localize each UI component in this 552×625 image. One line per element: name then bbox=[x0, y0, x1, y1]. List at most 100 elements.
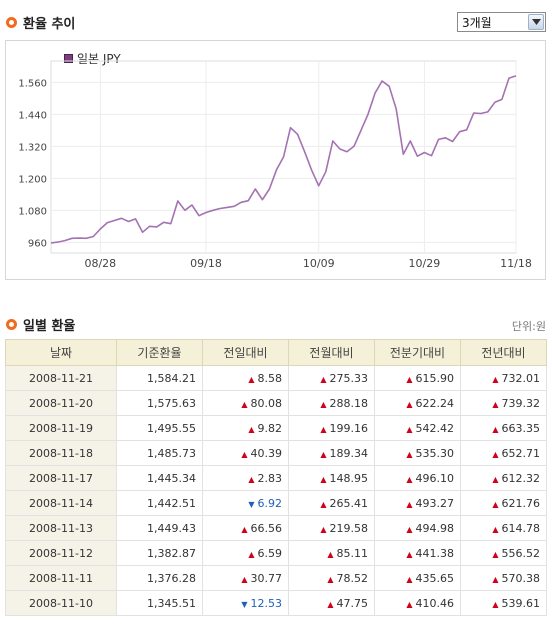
y-tick-label: 1.080 bbox=[18, 206, 47, 217]
year-change-cell: 652.71 bbox=[460, 440, 547, 466]
base-rate-cell: 1,442.51 bbox=[116, 490, 203, 516]
x-tick-label: 09/18 bbox=[190, 257, 222, 270]
month-change-cell: 288.18 bbox=[288, 390, 375, 416]
exchange-trend-title: 환율 추이 bbox=[23, 16, 76, 32]
daily-rate-header: 일별 환율 bbox=[6, 314, 75, 334]
series-line-jpy bbox=[50, 75, 517, 244]
y-tick-label: 1.440 bbox=[18, 110, 47, 121]
quarter-change-cell: 615.90 bbox=[374, 365, 461, 391]
quarter-change-cell: 535.30 bbox=[374, 440, 461, 466]
triangle-up-icon: 288.18 bbox=[320, 397, 368, 410]
date-cell: 2008-11-10 bbox=[5, 590, 117, 616]
triangle-up-icon: 732.01 bbox=[492, 372, 540, 385]
day-change-cell: 80.08 bbox=[202, 390, 289, 416]
day-change-cell: 30.77 bbox=[202, 565, 289, 591]
date-cell: 2008-11-20 bbox=[5, 390, 117, 416]
period-select[interactable]: 3개월 bbox=[457, 12, 546, 32]
column-header: 날짜 bbox=[5, 339, 117, 366]
triangle-up-icon: 47.75 bbox=[327, 597, 368, 610]
x-tick-label: 08/28 bbox=[84, 257, 116, 270]
triangle-up-icon: 494.98 bbox=[406, 522, 454, 535]
table-row: 2008-11-181,485.73 40.39 189.34 535.30 652.7… bbox=[5, 440, 547, 466]
y-tick-label: 1.560 bbox=[18, 78, 47, 89]
triangle-up-icon: 652.71 bbox=[492, 447, 540, 460]
day-change-cell: 40.39 bbox=[202, 440, 289, 466]
month-change-cell: 85.11 bbox=[288, 540, 375, 566]
triangle-up-icon: 6.59 bbox=[248, 547, 282, 560]
triangle-up-icon: 535.30 bbox=[406, 447, 454, 460]
table-row: 2008-11-131,449.43 66.56 219.58 494.98 614.7… bbox=[5, 515, 547, 541]
exchange-trend-chart: 일본 JPY 08/28 09/18 10/09 10/29 11/18 960 1.080… bbox=[5, 40, 546, 280]
daily-rate-table: 날짜 기준환율 전일대비 전월대비 전분기대비 전년대비 2008-11-21 1,584.… bbox=[5, 339, 547, 616]
orange-circle-bullet-icon bbox=[6, 318, 17, 330]
day-change-cell: 6.92 bbox=[202, 490, 289, 516]
triangle-up-icon: 30.77 bbox=[241, 572, 282, 585]
quarter-change-cell: 441.38 bbox=[374, 540, 461, 566]
quarter-change-cell: 494.98 bbox=[374, 515, 461, 541]
base-rate-cell: 1,584.21 bbox=[116, 365, 203, 391]
quarter-change-cell: 410.46 bbox=[374, 590, 461, 616]
table-row: 2008-11-211,584.21 8.58 275.33 615.90 732.01 bbox=[5, 365, 547, 391]
day-change-cell: 6.59 bbox=[202, 540, 289, 566]
triangle-up-icon: 663.35 bbox=[492, 422, 540, 435]
base-rate-cell: 1,495.55 bbox=[116, 415, 203, 441]
table-row: 2008-11-201,575.63 80.08 288.18 622.24 739.3… bbox=[5, 390, 547, 416]
triangle-up-icon: 2.83 bbox=[248, 472, 282, 485]
triangle-up-icon: 493.27 bbox=[406, 497, 454, 510]
triangle-up-icon: 621.76 bbox=[492, 497, 540, 510]
triangle-up-icon: 542.42 bbox=[406, 422, 454, 435]
legend-label: 일본 JPY bbox=[77, 52, 121, 66]
daily-rate-title: 일별 환율 bbox=[23, 318, 76, 334]
y-tick-label: 1.320 bbox=[18, 142, 47, 153]
date-cell: 2008-11-18 bbox=[5, 440, 117, 466]
triangle-up-icon: 622.24 bbox=[406, 397, 454, 410]
base-rate-cell: 1,345.51 bbox=[116, 590, 203, 616]
triangle-up-icon: 85.11 bbox=[327, 547, 368, 560]
column-header: 전분기대비 bbox=[374, 339, 461, 366]
triangle-up-icon: 615.90 bbox=[406, 372, 454, 385]
column-header: 전월대비 bbox=[288, 339, 375, 366]
base-rate-cell: 1,382.87 bbox=[116, 540, 203, 566]
triangle-up-icon: 80.08 bbox=[241, 397, 282, 410]
period-select-value: 3개월 bbox=[462, 15, 492, 30]
month-change-cell: 78.52 bbox=[288, 565, 375, 591]
month-change-cell: 265.41 bbox=[288, 490, 375, 516]
date-cell: 2008-11-19 bbox=[5, 415, 117, 441]
date-cell: 2008-11-14 bbox=[5, 490, 117, 516]
date-cell: 2008-11-21 bbox=[5, 365, 117, 391]
quarter-change-cell: 622.24 bbox=[374, 390, 461, 416]
quarter-change-cell: 435.65 bbox=[374, 565, 461, 591]
date-cell: 2008-11-12 bbox=[5, 540, 117, 566]
triangle-up-icon: 148.95 bbox=[320, 472, 368, 485]
triangle-up-icon: 78.52 bbox=[327, 572, 368, 585]
triangle-up-icon: 66.56 bbox=[241, 522, 282, 535]
orange-circle-bullet-icon bbox=[6, 16, 17, 28]
table-row: 2008-11-171,445.34 2.83 148.95 496.10 612.32 bbox=[5, 465, 547, 491]
month-change-cell: 189.34 bbox=[288, 440, 375, 466]
triangle-up-icon: 9.82 bbox=[248, 422, 282, 435]
triangle-up-icon: 275.33 bbox=[320, 372, 368, 385]
quarter-change-cell: 493.27 bbox=[374, 490, 461, 516]
triangle-up-icon: 570.38 bbox=[492, 572, 540, 585]
date-cell: 2008-11-13 bbox=[5, 515, 117, 541]
unit-label: 단위:원 bbox=[511, 320, 546, 333]
triangle-up-icon: 410.46 bbox=[406, 597, 454, 610]
table-row: 2008-11-111,376.28 30.77 78.52 435.65 570.38 bbox=[5, 565, 547, 591]
triangle-up-icon: 614.78 bbox=[492, 522, 540, 535]
y-tick-label: 1.200 bbox=[18, 174, 47, 185]
month-change-cell: 47.75 bbox=[288, 590, 375, 616]
year-change-cell: 663.35 bbox=[460, 415, 547, 441]
year-change-cell: 612.32 bbox=[460, 465, 547, 491]
triangle-up-icon: 739.32 bbox=[492, 397, 540, 410]
base-rate-cell: 1,575.63 bbox=[116, 390, 203, 416]
chevron-down-icon[interactable] bbox=[528, 14, 544, 30]
base-rate-cell: 1,449.43 bbox=[116, 515, 203, 541]
triangle-up-icon: 199.16 bbox=[320, 422, 368, 435]
triangle-up-icon: 441.38 bbox=[406, 547, 454, 560]
base-rate-cell: 1,376.28 bbox=[116, 565, 203, 591]
x-tick-label: 10/09 bbox=[303, 257, 335, 270]
year-change-cell: 614.78 bbox=[460, 515, 547, 541]
year-change-cell: 539.61 bbox=[460, 590, 547, 616]
date-cell: 2008-11-17 bbox=[5, 465, 117, 491]
legend-swatch bbox=[64, 54, 73, 63]
